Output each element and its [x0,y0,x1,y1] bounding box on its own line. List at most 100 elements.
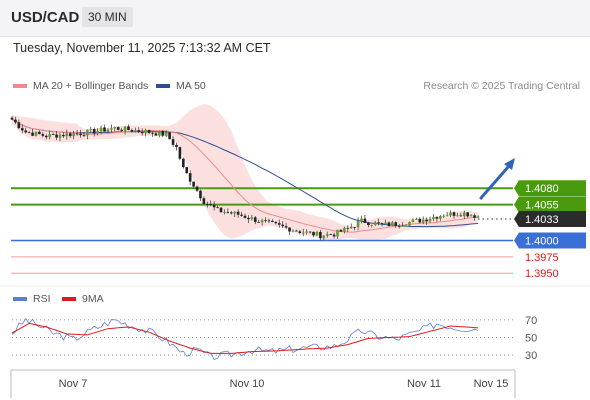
candle-body [408,221,411,226]
candle [298,229,302,235]
candle [199,189,202,202]
candle-body [106,129,110,132]
candle [175,142,178,151]
forecast-arrow [479,158,515,200]
candle [168,132,171,140]
candle-body [267,220,271,222]
candle [264,217,267,223]
candle [277,219,281,228]
candle [281,221,284,228]
candle [212,201,216,211]
candle-body [346,227,350,229]
currency-pair-title: USD/CAD [11,9,80,26]
candle-body [216,207,219,209]
candle [373,220,377,227]
candle [51,132,55,135]
candle [130,128,134,133]
candle [206,201,209,208]
level-tags: 1.4080 1.4055 1.4033 1.4000 1.3975 1.3950 [514,180,586,280]
rsi-tick-label: 50 [525,333,537,345]
candle-body [31,132,34,136]
candle-body [435,217,439,219]
candle [75,129,79,136]
candle [24,127,28,134]
x-tick-label: Nov 11 [407,378,441,390]
price-levels [11,187,513,274]
candle [291,229,295,233]
candle [110,124,113,133]
candle [195,185,199,193]
candle-body [308,231,312,233]
candle-body [343,227,346,232]
candle-body [58,134,62,138]
x-tick-label: Nov 10 [230,378,265,390]
level-tag-box [514,180,586,197]
candle [233,211,237,218]
candle [370,224,374,228]
level-tag-1_3950: 1.3950 [525,268,559,280]
candle-body [72,133,75,137]
candle [425,217,428,225]
candle-body [92,128,96,134]
level-tag-1_4080: 1.4080 [514,180,586,197]
timeframe-button[interactable]: 30 MIN [82,7,133,27]
candle-body [253,217,257,222]
candle [106,128,110,134]
candle [144,128,147,137]
candle [134,127,137,133]
candle [55,130,58,141]
candle-body [274,221,278,224]
legend-ma50-label: MA 50 [176,80,206,92]
candle-body [185,167,189,174]
rsi-tick-label: 70 [525,315,537,327]
candle [185,166,189,174]
candle [31,129,34,137]
candle [397,223,401,229]
arrow-shaft [479,164,511,200]
candle [247,215,250,223]
candle [171,136,175,147]
candle-body [349,226,353,229]
candle-body [151,132,154,134]
candle-body [373,222,377,225]
candle-body [75,133,79,135]
candle [401,222,404,227]
candle [418,217,422,224]
candle-body [442,215,446,217]
candle [391,220,394,227]
candle [384,219,387,224]
level-tag-label: 1.4000 [525,236,559,248]
candle [127,124,130,131]
candle [48,130,51,140]
candle [188,170,192,185]
candle-body [38,131,41,135]
candle-body [295,230,298,232]
candle [147,129,151,135]
candle [89,126,93,133]
candle [209,200,213,207]
candle-body [178,147,182,159]
candle [86,129,89,140]
candle [44,134,48,140]
candle-body [147,130,151,133]
candle [432,214,435,221]
level-tag-1_3975: 1.3975 [525,252,559,264]
candle-body [428,219,432,222]
candle-body [243,215,247,218]
rsi-9ma-line [11,322,479,354]
candle [325,231,329,238]
candle [439,215,442,222]
candle [243,213,247,219]
candle [236,209,240,218]
candle [349,223,353,229]
candle-body [281,224,284,227]
candle [363,214,367,224]
legend-rsi-label: RSI [33,293,51,305]
candle-body [10,117,14,120]
candle-body [134,130,137,132]
arrow-head [504,158,515,170]
candle-body [322,235,326,239]
level-tag-1_4055: 1.4055 [514,196,586,213]
candle-body [319,231,322,239]
